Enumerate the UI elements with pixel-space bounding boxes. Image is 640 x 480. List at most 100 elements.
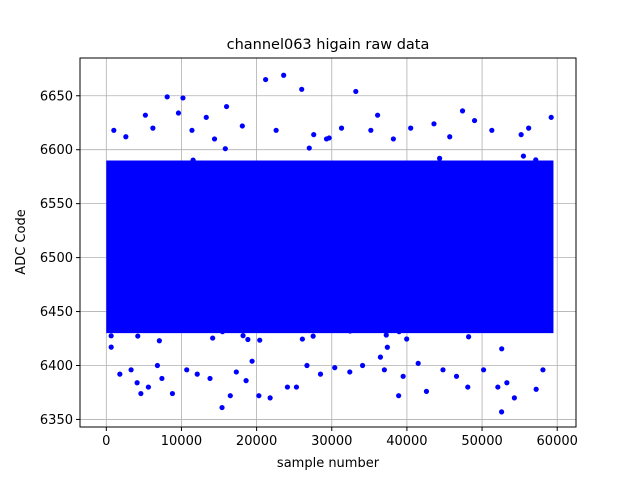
data-point xyxy=(111,127,117,133)
data-point xyxy=(284,384,291,390)
data-point xyxy=(211,136,218,142)
data-point xyxy=(415,360,421,366)
x-axis-label: sample number xyxy=(277,456,380,471)
data-point xyxy=(156,338,162,344)
data-point xyxy=(159,375,165,382)
data-point xyxy=(404,336,410,342)
data-point xyxy=(281,72,287,78)
y-tick-label: 6650 xyxy=(40,89,73,104)
data-point xyxy=(219,404,225,411)
data-point xyxy=(390,136,396,142)
data-point xyxy=(431,121,437,127)
data-point xyxy=(540,367,546,373)
data-point xyxy=(150,125,156,131)
data-point xyxy=(381,367,387,373)
data-point xyxy=(164,94,170,100)
data-point xyxy=(189,127,195,133)
data-point xyxy=(249,358,255,364)
y-tick-label: 6500 xyxy=(40,251,73,266)
data-point xyxy=(142,112,148,118)
data-point xyxy=(239,123,245,129)
data-point xyxy=(548,114,554,120)
data-point xyxy=(332,365,338,371)
x-tick-label: 60000 xyxy=(537,434,578,449)
data-point xyxy=(184,367,190,373)
data-point xyxy=(338,125,345,131)
data-point xyxy=(377,354,384,360)
data-point xyxy=(227,393,233,399)
data-point xyxy=(169,390,176,397)
data-point xyxy=(134,380,140,386)
data-point xyxy=(214,327,220,333)
x-tick-label: 0 xyxy=(102,434,110,449)
data-point xyxy=(207,375,213,382)
data-point xyxy=(108,344,114,350)
data-point xyxy=(317,371,324,377)
data-point xyxy=(245,336,251,343)
data-point xyxy=(368,127,374,133)
data-point xyxy=(440,367,446,373)
y-tick-label: 6450 xyxy=(40,305,73,320)
axes-frame xyxy=(79,57,577,428)
data-point xyxy=(145,384,151,390)
y-tick-label: 6550 xyxy=(40,197,73,212)
data-point xyxy=(310,333,316,339)
data-point xyxy=(304,362,310,369)
data-point xyxy=(233,369,239,375)
y-tick-label: 6600 xyxy=(40,143,73,158)
data-point xyxy=(204,326,210,332)
data-point xyxy=(128,367,134,373)
data-point xyxy=(471,117,478,124)
data-point xyxy=(499,346,505,352)
data-point xyxy=(347,369,353,375)
data-point xyxy=(533,157,539,163)
data-point xyxy=(499,409,505,415)
data-point xyxy=(511,395,517,401)
data-point xyxy=(480,367,487,373)
data-point xyxy=(359,362,366,369)
data-point xyxy=(408,125,414,131)
data-point xyxy=(210,335,216,341)
data-point xyxy=(257,337,263,343)
data-point xyxy=(135,333,141,339)
axis-ticks: 0 10000 20000 30000 40000 50000 60000 6350 6400 6… xyxy=(40,89,578,449)
data-point xyxy=(180,95,186,101)
data-point xyxy=(175,110,182,116)
data-point xyxy=(465,384,471,390)
data-point xyxy=(190,157,196,163)
data-point xyxy=(352,326,358,332)
data-point xyxy=(526,125,532,131)
data-point xyxy=(353,88,359,95)
data-point xyxy=(383,332,389,338)
data-point xyxy=(293,384,300,390)
data-point xyxy=(311,132,317,138)
data-point xyxy=(347,328,353,334)
data-point xyxy=(243,378,249,384)
data-point xyxy=(466,334,472,340)
data-point xyxy=(396,329,402,335)
data-point xyxy=(203,114,209,120)
data-point xyxy=(219,329,226,335)
data-point xyxy=(453,373,460,379)
data-point xyxy=(518,132,524,138)
data-point xyxy=(396,393,402,399)
data-point xyxy=(273,127,279,133)
data-point xyxy=(108,333,114,339)
data-point xyxy=(520,153,527,159)
data-point xyxy=(222,146,228,152)
y-tick-label: 6400 xyxy=(40,359,73,374)
x-tick-label: 10000 xyxy=(161,434,202,449)
data-point xyxy=(533,386,539,392)
data-point xyxy=(240,333,246,339)
dense-point-band xyxy=(106,160,554,334)
x-tick-label: 40000 xyxy=(386,434,427,449)
data-point xyxy=(400,373,406,379)
data-point xyxy=(495,384,501,390)
data-point xyxy=(423,388,430,394)
data-point xyxy=(447,134,453,140)
data-point xyxy=(117,371,123,377)
data-point xyxy=(546,160,553,166)
data-point xyxy=(311,326,318,333)
x-tick-label: 30000 xyxy=(311,434,352,449)
